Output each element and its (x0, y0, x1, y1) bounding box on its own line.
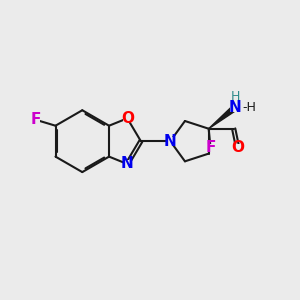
Text: N: N (164, 134, 177, 149)
Bar (166, 137, 175, 145)
Bar (123, 160, 132, 168)
Text: O: O (121, 111, 134, 126)
Bar (206, 144, 215, 152)
Bar (230, 103, 240, 112)
Text: N: N (121, 157, 134, 172)
Text: H: H (230, 90, 240, 103)
Text: N: N (229, 100, 242, 115)
Text: F: F (31, 112, 41, 127)
Text: F: F (206, 140, 216, 155)
Text: O: O (232, 140, 244, 155)
Bar (31, 116, 40, 124)
Bar (234, 144, 242, 153)
Text: -H: -H (242, 101, 256, 114)
Bar (123, 114, 132, 122)
Polygon shape (208, 105, 237, 129)
